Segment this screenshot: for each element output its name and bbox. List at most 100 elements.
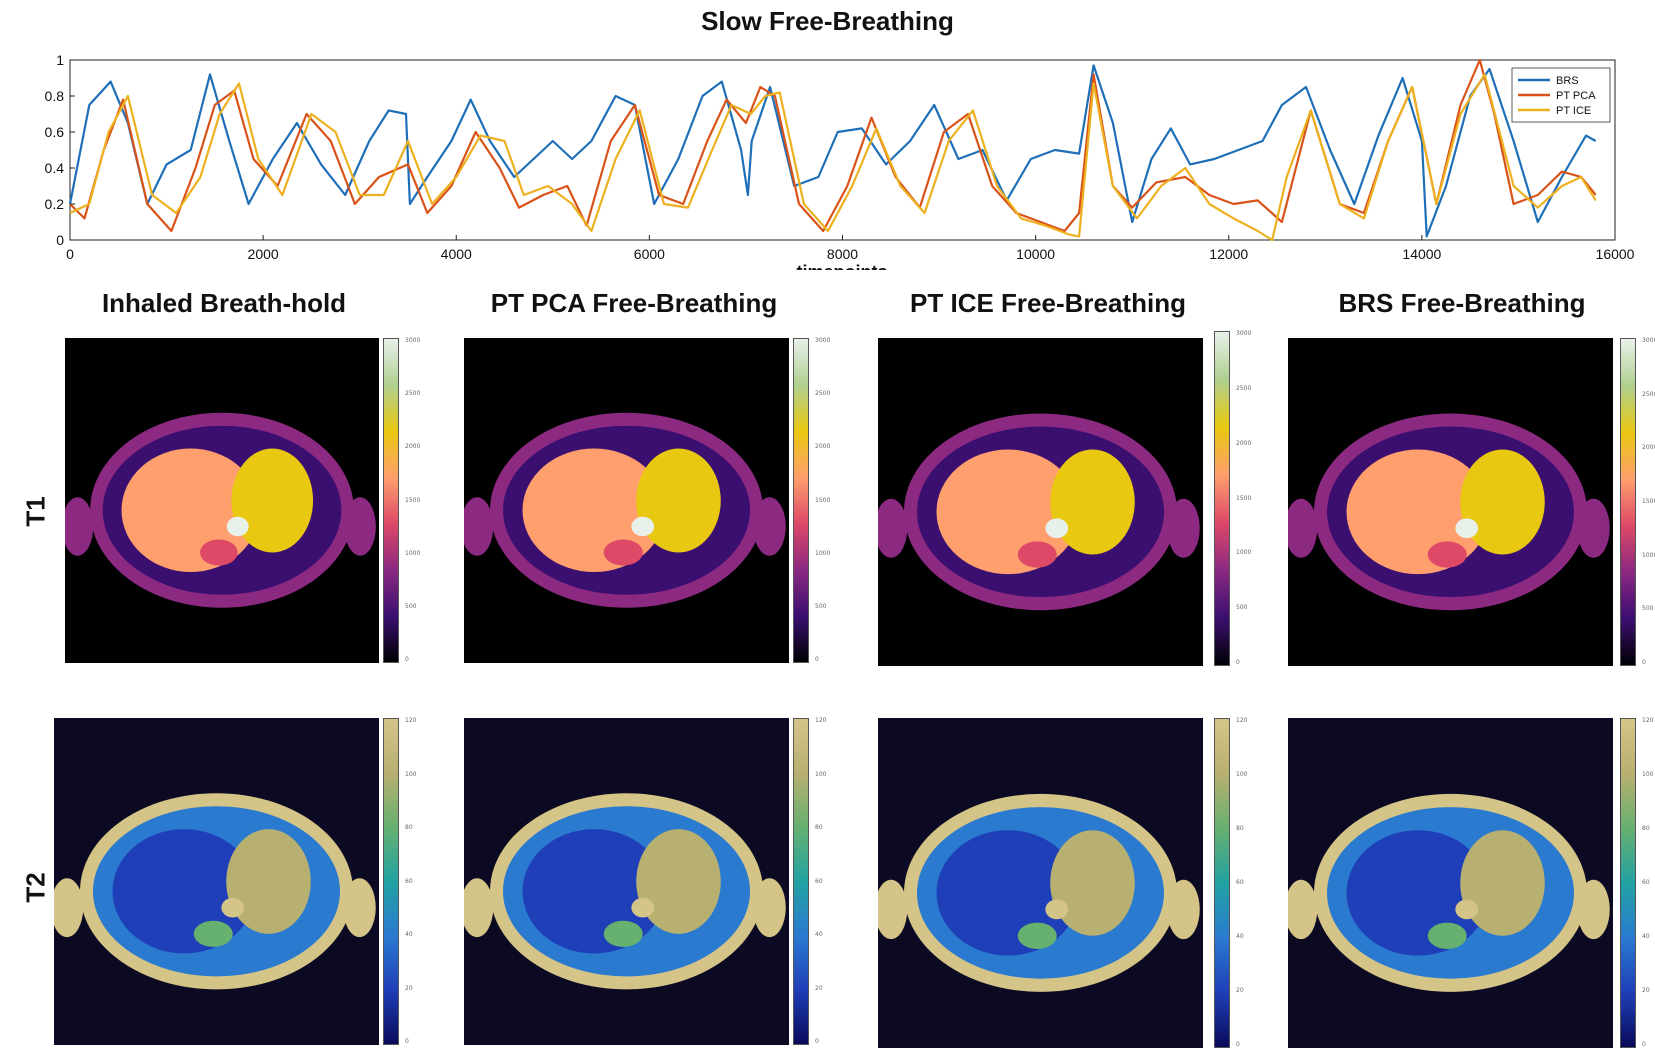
colorbar-tick-label: 3000 [1236,330,1252,337]
t2-map-brs [1288,718,1613,1048]
colorbar-gradient [1620,338,1636,666]
aorta [631,516,655,537]
left-arm [464,497,494,556]
colorbar-gradient [1214,718,1230,1048]
colorbar-tick-label: 100 [405,770,417,778]
colorbar-tick-label: 2000 [1642,444,1655,452]
colorbar-tick-label: 20 [405,984,413,992]
colorbar-tick-label: 20 [815,984,823,992]
t2-map-pt-ice [878,718,1203,1048]
colorbar-gradient [383,338,399,663]
colorbar-tick-label: 2500 [815,390,831,398]
row-label-t2: T2 [20,872,51,903]
aorta [631,897,655,918]
colorbar-tick-label: 1000 [815,549,831,557]
x-tick-label: 0 [66,246,74,262]
left-arm [65,497,94,556]
series-line-pt-ice [69,73,1597,242]
x-tick-label: 6000 [634,246,665,262]
left-arm [1288,498,1318,558]
colorbar-tick-label: 60 [815,877,823,885]
colorbar-tick-label: 3000 [815,337,831,344]
aorta [221,897,245,918]
x-tick-label: 16000 [1596,246,1635,262]
tissue-map-graphic [464,793,786,990]
column-title-pt-ice: PT ICE Free-Breathing [910,288,1186,318]
stomach-region [636,829,721,934]
plot-area [69,59,1616,241]
t2-map-pt-pca [464,718,789,1045]
x-tick-label: 4000 [441,246,472,262]
aorta [226,516,249,537]
legend-label: BRS [1556,75,1579,87]
t2-map-breath-hold [54,718,379,1045]
legend-label: PT ICE [1556,105,1591,117]
colorbar-tick-label: 2000 [815,443,831,451]
colorbar-tick-label: 0 [1236,659,1240,666]
aorta [1045,518,1069,539]
colorbar-tick-label: 60 [1236,879,1244,886]
t1-map-pt-ice [878,338,1203,666]
legend: BRS PT PCA PT ICE [1511,67,1611,123]
colorbar-tick-label: 1000 [1236,549,1252,557]
column-title-pt-pca: PT PCA Free-Breathing [490,288,778,318]
colorbar-tick-label: 120 [815,717,827,724]
colorbar-tick-label: 100 [1642,771,1654,778]
left-arm [54,878,84,938]
colorbar-tick-label: 1000 [405,549,421,557]
colorbar-tick-label: 2500 [1236,384,1252,392]
tissue-map-graphic [1288,413,1610,611]
tissue-map-graphic [878,413,1200,611]
colorbar-tick-label: 1500 [815,496,831,504]
column-title-brs: BRS Free-Breathing [1338,288,1586,318]
colorbar-tick-label: 0 [405,1038,409,1045]
colorbar-tick-label: 20 [1236,987,1244,994]
tissue-map-graphic [464,412,786,608]
colorbar-tick-label: 100 [815,770,827,778]
colorbar-tick-label: 0 [1642,1041,1646,1048]
x-tick-label: 12000 [1209,246,1248,262]
spine [193,920,233,947]
colorbar-tick-label: 2000 [405,443,421,451]
stomach-region [636,448,721,553]
colorbar-tick-label: 40 [405,931,413,938]
stomach-region [1050,449,1135,555]
left-arm [1288,879,1318,940]
colorbar-tick-label: 500 [815,602,827,610]
colorbar-tick-label: 2500 [405,390,421,398]
legend-label: PT PCA [1556,90,1596,102]
tissue-map-graphic [54,793,376,990]
colorbar-gradient [793,718,809,1045]
colorbar-tick-label: 0 [815,656,819,663]
spine [1017,922,1057,949]
left-arm [878,879,908,940]
colorbar-tick-label: 1500 [405,496,421,504]
colorbar-tick-label: 80 [1236,825,1244,832]
series-group [68,58,1597,242]
colorbar-gradient [793,338,809,663]
y-tick-label: 0 [56,232,64,248]
right-arm [1167,498,1200,558]
x-tick-label: 8000 [827,246,858,262]
colorbar-tick-label: 40 [815,931,823,938]
colorbar-tick-label: 500 [1642,605,1654,613]
t1-map-breath-hold [65,338,379,663]
colorbar-tick-label: 0 [815,1038,819,1045]
colorbar-tick-label: 40 [1236,933,1244,940]
colorbar-tick-label: 80 [405,824,413,831]
stomach-region [1460,830,1545,936]
y-tick-label: 0.6 [45,124,65,140]
colorbar-tick-label: 40 [1642,933,1650,940]
colorbar-tick-label: 1000 [1642,551,1655,559]
right-arm [753,497,786,556]
colorbar-tick-label: 100 [1236,771,1248,778]
right-arm [344,497,376,556]
series-line-pt-pca [69,58,1597,233]
right-arm [753,878,786,938]
right-arm [1577,498,1610,558]
spine [1427,922,1467,949]
colorbar-gradient [1620,718,1636,1048]
column-title-breath-hold: Inhaled Breath-hold [101,288,347,318]
spine [1427,541,1467,568]
spine [603,920,643,947]
